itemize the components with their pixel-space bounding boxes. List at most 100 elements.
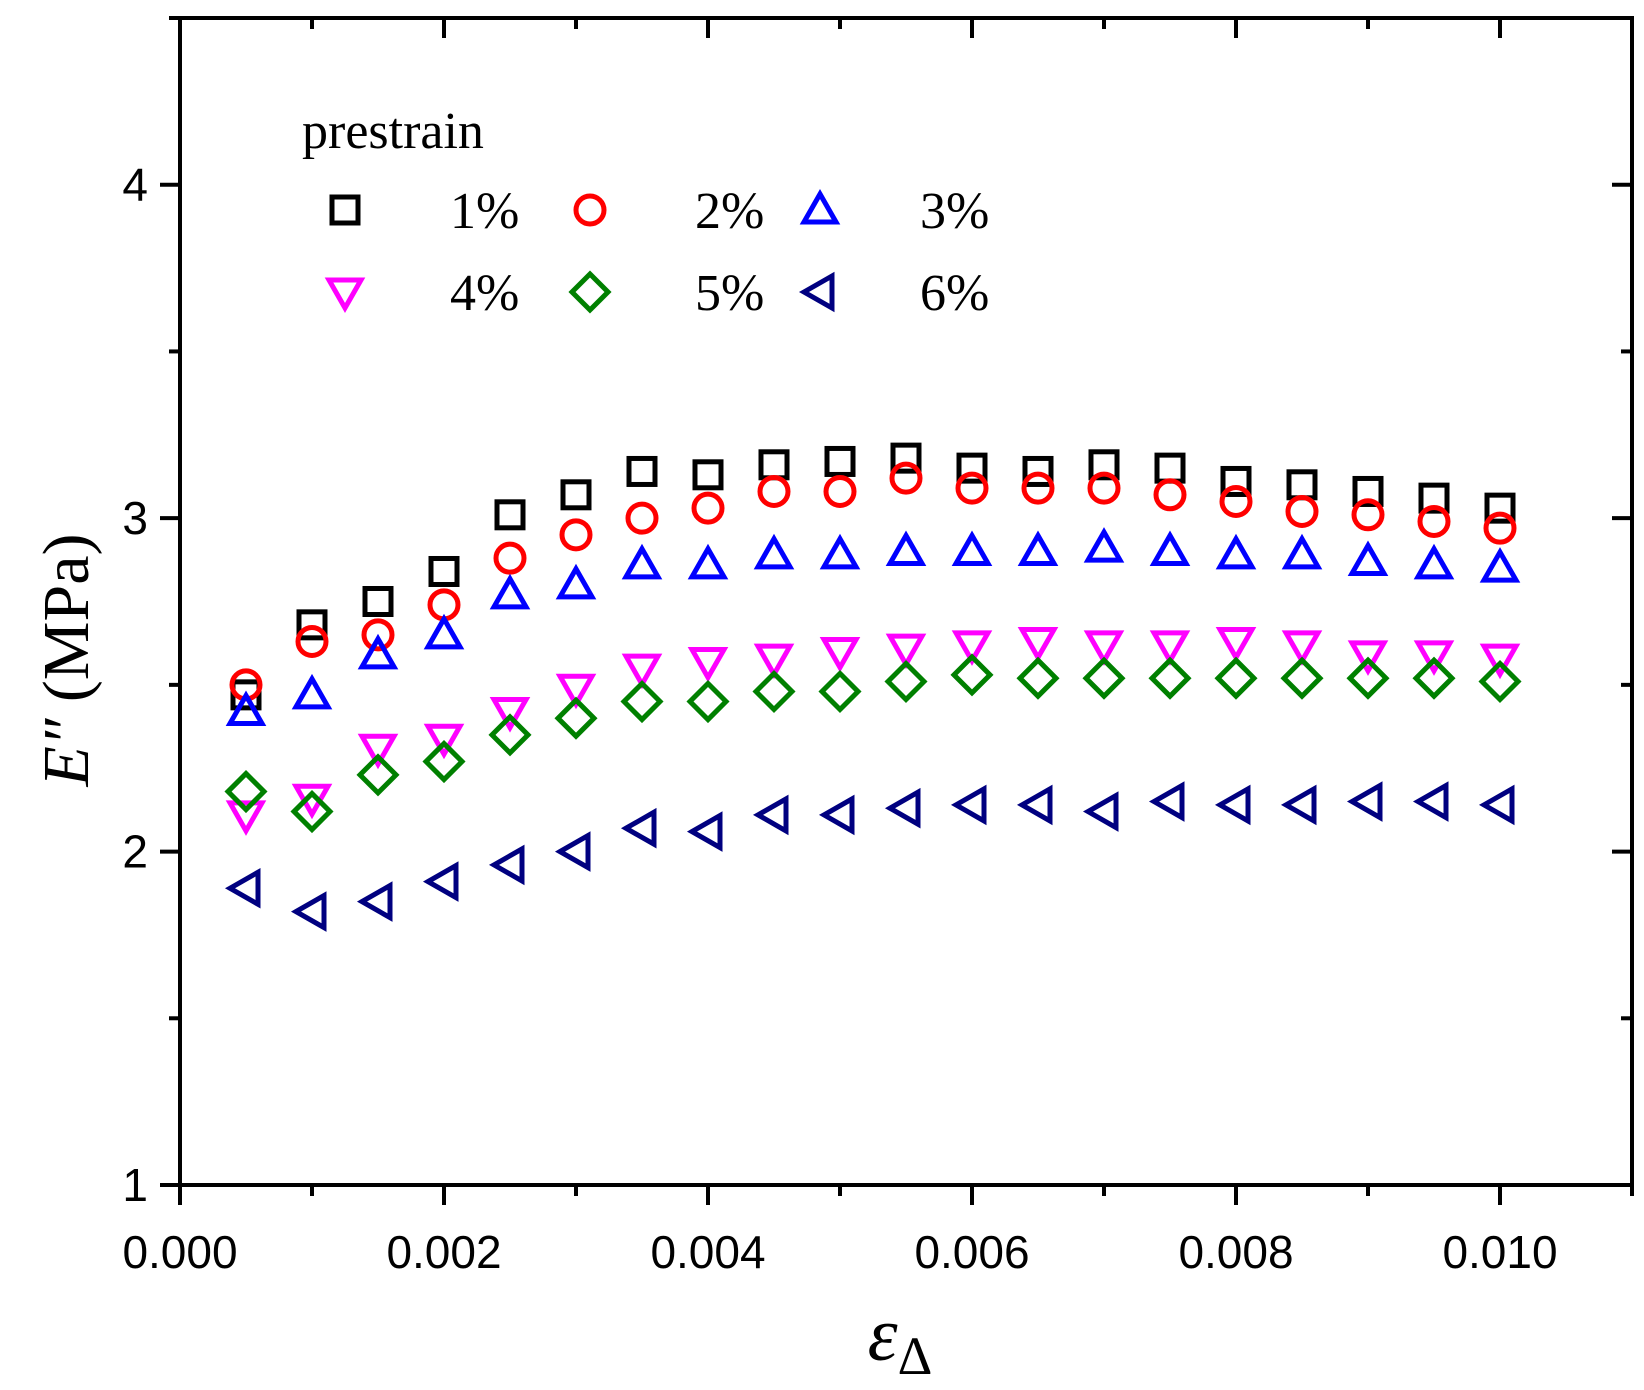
data-point xyxy=(1347,640,1389,676)
data-point xyxy=(885,530,927,566)
series-3pct xyxy=(225,527,1521,727)
data-point xyxy=(625,501,659,535)
data-point xyxy=(356,753,400,797)
data-point xyxy=(691,491,725,525)
data-point xyxy=(295,625,329,659)
x-axis-title: εΔ xyxy=(868,1293,933,1386)
legend-item: 4% xyxy=(324,265,519,322)
data-point xyxy=(1148,781,1185,822)
data-point xyxy=(955,471,989,505)
legend-marker xyxy=(798,271,835,313)
legend-title: prestrain xyxy=(302,103,484,160)
legend-item: 1% xyxy=(329,183,519,240)
data-point xyxy=(1215,533,1257,570)
data-point xyxy=(620,679,664,724)
series-6pct xyxy=(224,781,1515,932)
data-point xyxy=(1417,504,1451,538)
data-point xyxy=(621,653,663,690)
legend-marker xyxy=(324,277,366,314)
data-point xyxy=(757,474,791,508)
data-point xyxy=(1285,494,1319,528)
x-tick-label: 0.000 xyxy=(122,1226,237,1278)
data-point xyxy=(1352,475,1384,507)
legend-label: 4% xyxy=(450,265,519,322)
data-point xyxy=(824,445,856,477)
y-tick-label: 2 xyxy=(122,826,148,878)
data-point xyxy=(290,891,327,932)
y-tick-label: 4 xyxy=(122,159,148,211)
data-point xyxy=(819,637,861,673)
series-1pct xyxy=(230,442,1516,711)
data-point xyxy=(357,733,399,770)
data-point xyxy=(1412,781,1449,822)
data-point xyxy=(554,831,591,872)
data-point xyxy=(753,643,795,680)
data-point xyxy=(224,867,261,909)
data-point xyxy=(225,690,267,727)
data-point xyxy=(1083,527,1125,563)
data-point xyxy=(357,633,399,670)
y-axis-unit: (MPa) xyxy=(30,534,103,719)
legend-label: 1% xyxy=(450,183,519,240)
data-markers xyxy=(224,442,1522,932)
data-point xyxy=(889,461,923,495)
data-point xyxy=(488,844,525,886)
data-point xyxy=(291,673,333,710)
legend-marker xyxy=(573,193,607,227)
data-point xyxy=(823,474,857,508)
data-point xyxy=(489,697,531,733)
legend-item: 3% xyxy=(799,183,989,240)
series-2pct xyxy=(229,461,1517,702)
data-point xyxy=(560,479,592,511)
data-point xyxy=(1083,630,1125,666)
x-tick-label: 0.006 xyxy=(914,1226,1029,1278)
series-4pct xyxy=(225,627,1521,836)
data-point xyxy=(1220,465,1252,497)
x-axis-symbol: ε xyxy=(868,1293,898,1377)
y-tick-label: 1 xyxy=(122,1159,148,1211)
data-point xyxy=(356,881,393,922)
legend-items: 1% 2% 3% 4% 5% 6% xyxy=(324,183,989,322)
legend-label: 2% xyxy=(695,183,764,240)
data-point xyxy=(1286,469,1318,501)
data-point xyxy=(488,713,532,757)
data-point xyxy=(1478,659,1522,704)
data-point xyxy=(884,787,921,829)
data-point xyxy=(1483,511,1517,545)
legend-item: 2% xyxy=(573,183,764,240)
y-axis-title: E″ (MPa) xyxy=(30,534,103,788)
legend-marker xyxy=(568,270,612,314)
data-point xyxy=(1347,540,1389,576)
data-point xyxy=(1479,643,1521,680)
data-point xyxy=(1022,455,1054,487)
data-point xyxy=(752,669,796,714)
data-point xyxy=(956,452,988,484)
legend-label: 6% xyxy=(920,265,989,322)
data-point xyxy=(1219,484,1253,518)
x-axis-subscript: Δ xyxy=(898,1326,933,1386)
y-tick-labels: 1 2 3 4 xyxy=(122,159,148,1211)
data-point xyxy=(687,543,729,580)
legend-label: 3% xyxy=(920,183,989,240)
data-point xyxy=(687,647,729,683)
data-point xyxy=(1346,656,1390,700)
data-point xyxy=(890,442,922,474)
series-5pct xyxy=(224,653,1522,834)
data-point xyxy=(752,794,789,836)
data-point xyxy=(559,518,593,552)
data-point xyxy=(1281,533,1323,570)
data-point xyxy=(554,696,598,740)
x-tick-label: 0.004 xyxy=(650,1226,765,1278)
data-point xyxy=(1418,482,1450,514)
data-point xyxy=(494,499,526,531)
legend-item: 5% xyxy=(568,265,764,322)
data-point xyxy=(1281,630,1323,666)
data-point xyxy=(422,740,466,784)
data-point xyxy=(423,723,465,760)
data-point xyxy=(753,533,795,570)
data-point xyxy=(950,784,987,826)
data-point xyxy=(686,679,730,724)
y-tick-label: 3 xyxy=(122,492,148,544)
plot-frame xyxy=(178,16,1634,1187)
data-point xyxy=(1351,498,1385,532)
